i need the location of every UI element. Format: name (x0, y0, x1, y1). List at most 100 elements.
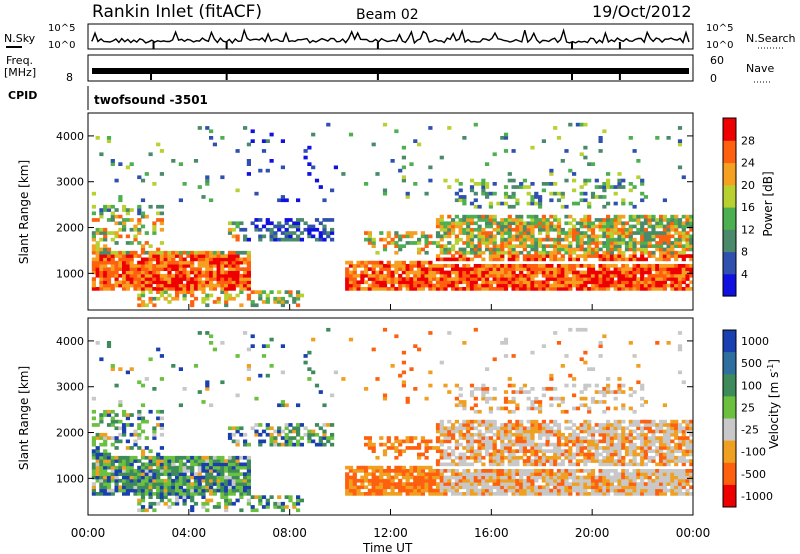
velocity-cell (231, 459, 236, 463)
power-cell (640, 244, 645, 248)
velocity-cell (91, 465, 96, 470)
velocity-cell (632, 429, 637, 434)
power-cell (254, 227, 259, 232)
velocity-cell (624, 478, 630, 483)
power-cell (670, 277, 675, 281)
power-cell (239, 280, 244, 285)
velocity-cell (133, 455, 138, 460)
velocity-cell (269, 495, 274, 499)
velocity-cell (99, 482, 104, 486)
velocity-cell (254, 429, 259, 434)
power-cell (140, 300, 146, 304)
velocity-cell (515, 492, 520, 496)
power-cell (103, 231, 108, 235)
velocity-cell (636, 462, 641, 467)
velocity-cell (507, 478, 512, 483)
power-cell (231, 296, 236, 301)
power-cell (371, 142, 376, 147)
power-cell (500, 244, 505, 248)
velocity-cell (140, 403, 146, 408)
power-cell (224, 303, 229, 308)
power-cell (401, 234, 406, 239)
power-cell (466, 280, 471, 285)
velocity-cell (216, 478, 221, 483)
power-cell (590, 287, 596, 291)
power-cell (382, 122, 388, 127)
power-cell (481, 185, 486, 189)
power-cell (681, 224, 686, 229)
velocity-cell (659, 492, 664, 496)
velocity-cell (617, 455, 622, 460)
power-cell (375, 287, 380, 291)
power-cell (613, 227, 618, 232)
velocity-cell (609, 469, 614, 473)
power-cell (398, 283, 403, 288)
power-cell (409, 260, 414, 265)
velocity-cell (447, 469, 452, 473)
power-cell (579, 122, 584, 127)
velocity-cell (553, 432, 558, 437)
power-cell (288, 237, 293, 242)
power-cell (114, 260, 119, 265)
velocity-cell (651, 485, 656, 490)
velocity-cell (318, 439, 323, 444)
velocity-cell (579, 482, 584, 486)
velocity-cell (144, 436, 149, 440)
velocity-cell (500, 406, 505, 411)
power-cell (500, 270, 505, 275)
velocity-cell (454, 455, 459, 460)
power-cell (659, 214, 664, 219)
velocity-cell (280, 344, 285, 348)
velocity-cell (122, 462, 127, 467)
power-cell (549, 257, 554, 262)
velocity-cell (311, 432, 316, 437)
velocity-cell (598, 429, 603, 434)
velocity-cell (454, 488, 459, 493)
power-cell (190, 287, 195, 291)
power-cell (492, 270, 497, 275)
velocity-cell (454, 426, 459, 431)
power-cell (613, 201, 618, 206)
velocity-cell (674, 455, 679, 460)
power-cell (390, 277, 395, 281)
power-cell (424, 280, 429, 285)
velocity-cell (636, 426, 641, 431)
power-cell (655, 273, 660, 278)
velocity-cell (538, 403, 543, 408)
power-cell (140, 178, 146, 183)
power-cell (148, 260, 153, 265)
power-cell (685, 247, 690, 252)
velocity-cell (473, 488, 478, 493)
velocity-cell (485, 485, 490, 490)
velocity-cell (129, 459, 134, 463)
power-cell (466, 227, 471, 232)
velocity-cell (118, 419, 123, 424)
velocity-cell (496, 478, 501, 483)
velocity-cell (118, 478, 123, 483)
velocity-cell (371, 465, 376, 470)
velocity-cell (193, 459, 199, 463)
power-cell (500, 234, 505, 239)
power-cell (148, 300, 153, 304)
power-cell (379, 231, 384, 235)
power-cell (602, 264, 607, 268)
velocity-cell (462, 482, 467, 486)
velocity-cell (243, 492, 248, 496)
velocity-cell (659, 469, 664, 473)
power-cell (371, 264, 376, 268)
velocity-cell (140, 482, 146, 486)
velocity-cell (273, 439, 278, 444)
power-cell (553, 254, 558, 258)
power-cell (606, 247, 611, 252)
power-cell (129, 277, 134, 281)
power-cell (481, 273, 486, 278)
power-cell (156, 264, 161, 268)
velocity-cell (454, 482, 459, 486)
power-cell (106, 287, 112, 291)
power-cell (598, 277, 603, 281)
velocity-cell (428, 370, 433, 375)
power-cell (609, 224, 614, 229)
velocity-cell (296, 439, 301, 444)
power-cell (265, 168, 270, 173)
power-cell (382, 247, 388, 252)
